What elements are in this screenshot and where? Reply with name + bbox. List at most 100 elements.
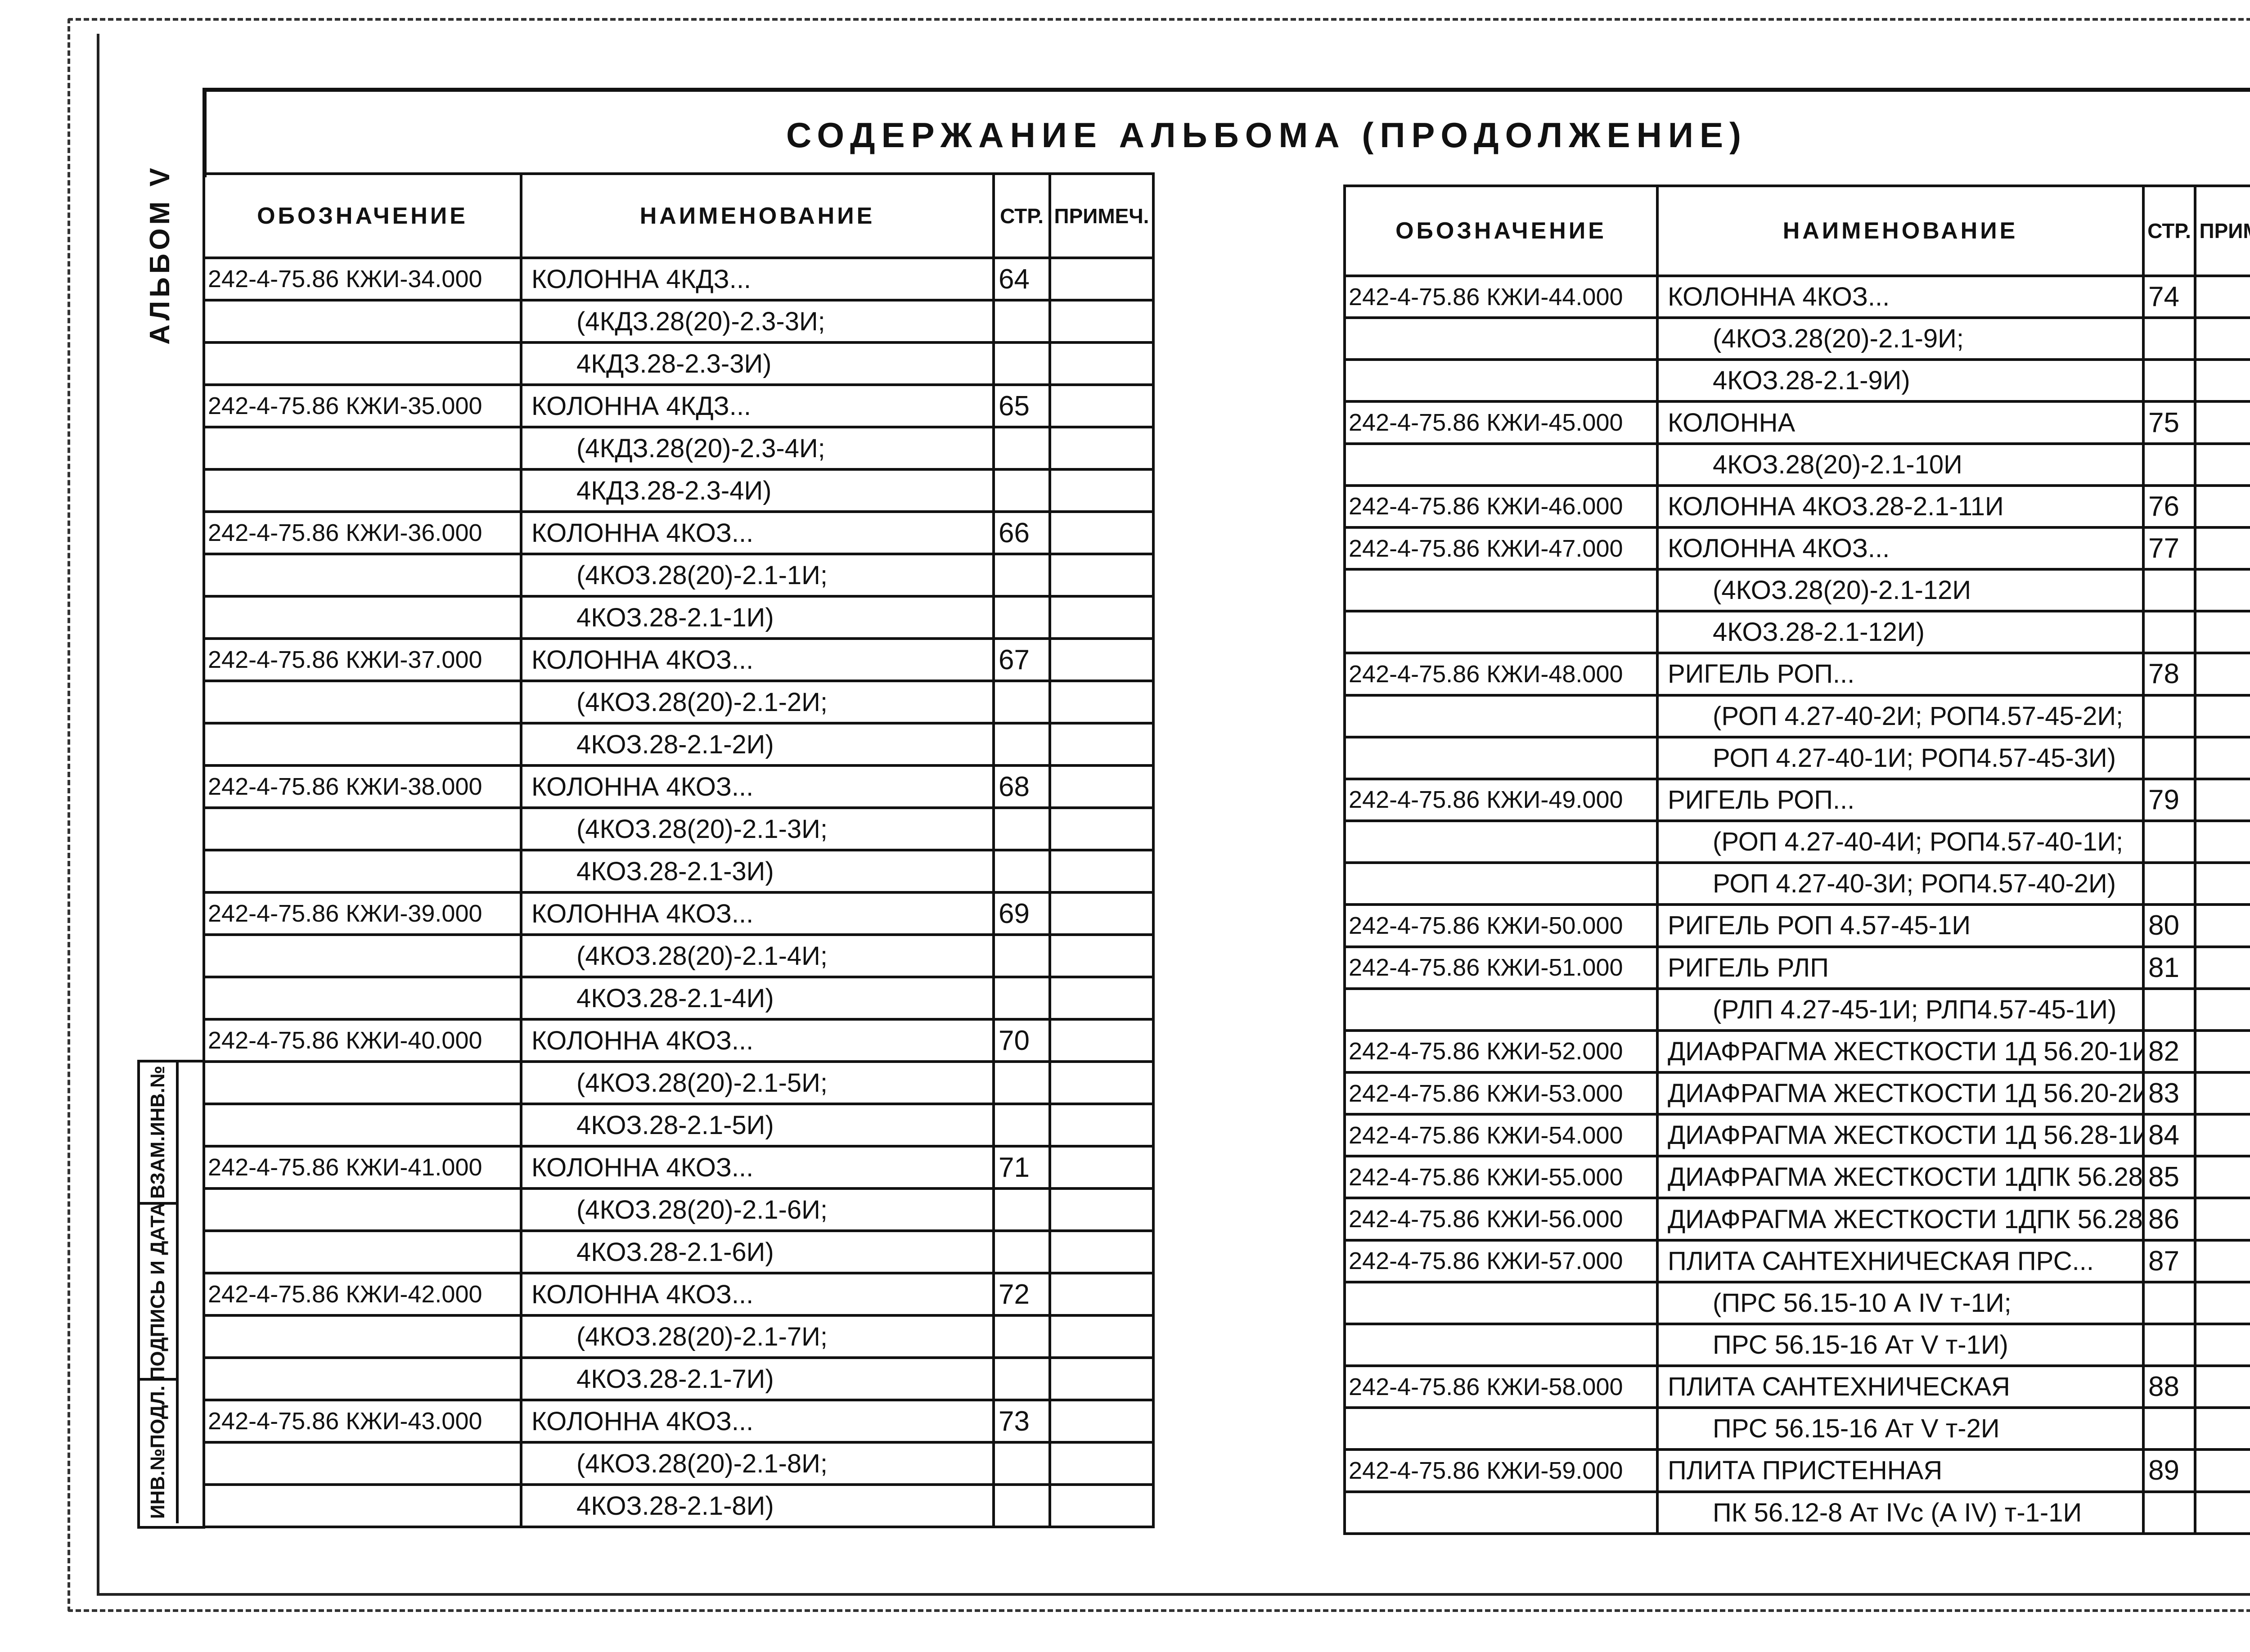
table-row: 242-4-75.86 КЖИ-42.000 КОЛОННА 4КОЗ... 72	[202, 1272, 1155, 1317]
entry-code: 242-4-75.86 КЖИ-45.000	[1343, 400, 1659, 445]
entry-name: 4КОЗ.28-2.1-6И)	[520, 1229, 995, 1274]
entry-code	[1343, 316, 1659, 361]
stamp-inv-original: ИНВ.№ПОДЛ.	[140, 1381, 179, 1523]
entry-note	[1048, 1483, 1155, 1528]
entry-name: 4КОЗ.28-2.1-7И)	[520, 1356, 995, 1401]
entry-page: 67	[992, 637, 1051, 682]
entry-name: 4КДЗ.28-2.3-4И)	[520, 468, 995, 513]
entry-note	[1048, 1356, 1155, 1401]
entry-page	[992, 299, 1051, 344]
entry-note	[1048, 1314, 1155, 1359]
table-row: 242-4-75.86 КЖИ-49.000 РИГЕЛЬ РОП... 79	[1343, 777, 2250, 823]
entry-page: 88	[2142, 1364, 2196, 1409]
entry-page: 76	[2142, 484, 2196, 529]
table-row: 4КОЗ.28-2.1-5И)	[202, 1103, 1155, 1148]
entry-code	[202, 595, 522, 640]
table-row: 242-4-75.86 КЖИ-52.000 ДИАФРАГМА ЖЕСТКОСТ…	[1343, 1029, 2250, 1074]
entry-page	[992, 1314, 1051, 1359]
table-row: 4КДЗ.28-2.3-3И)	[202, 341, 1155, 386]
header-code: ОБОЗНАЧЕНИЕ	[1343, 185, 1659, 277]
entry-name: (4КОЗ.28(20)-2.1-12И	[1656, 568, 2145, 613]
entry-note	[1048, 1145, 1155, 1190]
table-row: 4КОЗ.28-2.1-1И)	[202, 595, 1155, 640]
entry-name: (4КОЗ.28(20)-2.1-3И;	[520, 806, 995, 851]
entry-page	[2142, 1322, 2196, 1368]
main-frame	[202, 88, 2250, 177]
entry-name: ПРС 56.15-16 Ат V т-2И	[1656, 1406, 2145, 1451]
table-row: 242-4-75.86 КЖИ-41.000 КОЛОННА 4КОЗ... 71	[202, 1145, 1155, 1190]
entry-note	[2194, 400, 2250, 445]
entry-code: 242-4-75.86 КЖИ-55.000	[1343, 1155, 1659, 1200]
entry-name: (4КОЗ.28(20)-2.1-1И;	[520, 553, 995, 598]
entry-code	[202, 1314, 522, 1359]
entry-note	[2194, 1490, 2250, 1535]
entry-name: 4КОЗ.28-2.1-9И)	[1656, 358, 2145, 403]
entry-code	[1343, 1490, 1659, 1535]
entry-name: (4КДЗ.28(20)-2.3-4И;	[520, 426, 995, 471]
entry-name: (РЛП 4.27-45-1И; РЛП4.57-45-1И)	[1656, 987, 2145, 1032]
entry-name: (4КОЗ.28(20)-2.1-2И;	[520, 680, 995, 725]
entry-page: 73	[992, 1399, 1051, 1444]
table-row: (РОП 4.27-40-4И; РОП4.57-40-1И;	[1343, 819, 2250, 864]
entry-page: 89	[2142, 1448, 2196, 1493]
entry-code	[202, 976, 522, 1021]
table-row: (4КОЗ.28(20)-2.1-7И;	[202, 1314, 1155, 1359]
entry-name: 4КОЗ.28-2.1-8И)	[520, 1483, 995, 1528]
table-row: 242-4-75.86 КЖИ-36.000 КОЛОННА 4КОЗ... 66	[202, 510, 1155, 555]
entry-name: КОЛОННА 4КОЗ...	[520, 891, 995, 936]
entry-code: 242-4-75.86 КЖИ-58.000	[1343, 1364, 1659, 1409]
stamp-label: ПОДПИСЬ И ДАТА	[147, 1202, 169, 1381]
entry-code	[1343, 568, 1659, 613]
entry-code: 242-4-75.86 КЖИ-52.000	[1343, 1029, 1659, 1074]
entry-code	[1343, 1280, 1659, 1325]
entry-page	[2142, 316, 2196, 361]
entry-note	[2194, 274, 2250, 320]
table-row: 242-4-75.86 КЖИ-44.000 КОЛОННА 4КОЗ... 74	[1343, 274, 2250, 320]
table-row: 242-4-75.86 КЖИ-56.000 ДИАФРАГМА ЖЕСТКОСТ…	[1343, 1197, 2250, 1242]
entry-note	[2194, 1406, 2250, 1451]
entry-code: 242-4-75.86 КЖИ-48.000	[1343, 652, 1659, 697]
entry-note	[2194, 442, 2250, 487]
header-note: ПРИМЕЧ.	[1048, 172, 1155, 259]
entry-page: 82	[2142, 1029, 2196, 1074]
table-row: 242-4-75.86 КЖИ-38.000 КОЛОННА 4КОЗ... 68	[202, 764, 1155, 809]
header-name: НАИМЕНОВАНИЕ	[520, 172, 995, 259]
table-row: (4КОЗ.28(20)-2.1-12И	[1343, 568, 2250, 613]
entry-name: РИГЕЛЬ РОП 4.57-45-1И	[1656, 903, 2145, 948]
entry-page: 77	[2142, 526, 2196, 571]
table-row: ПК 56.12-8 Ат IVс (А IV) т-1-1И	[1343, 1490, 2250, 1535]
entry-code: 242-4-75.86 КЖИ-57.000	[1343, 1238, 1659, 1283]
entry-note	[2194, 987, 2250, 1032]
entry-page	[2142, 442, 2196, 487]
entry-name: РОП 4.27-40-1И; РОП4.57-45-3И)	[1656, 735, 2145, 780]
entry-name: 4КОЗ.28-2.1-2И)	[520, 722, 995, 767]
entry-note	[1048, 257, 1155, 302]
entry-name: ДИАФРАГМА ЖЕСТКОСТИ 1Д 56.28-1И	[1656, 1113, 2145, 1158]
table-row: 4КОЗ.28-2.1-6И)	[202, 1229, 1155, 1274]
entry-page: 64	[992, 257, 1051, 302]
entry-note	[1048, 764, 1155, 809]
entry-page: 80	[2142, 903, 2196, 948]
entry-note	[2194, 1280, 2250, 1325]
stamp-label: ВЗАМ.ИНВ.№	[147, 1066, 169, 1199]
entry-note	[2194, 1322, 2250, 1368]
entry-page	[2142, 358, 2196, 403]
entry-note	[2194, 1238, 2250, 1283]
entry-note	[1048, 1018, 1155, 1063]
entry-page	[992, 976, 1051, 1021]
entry-name: КОЛОННА 4КОЗ...	[520, 1399, 995, 1444]
entry-code	[1343, 1322, 1659, 1368]
table-row: 4КОЗ.28-2.1-4И)	[202, 976, 1155, 1021]
entry-page	[2142, 693, 2196, 738]
table-row: (4КОЗ.28(20)-2.1-1И;	[202, 553, 1155, 598]
table-row: (4КОЗ.28(20)-2.1-4И;	[202, 933, 1155, 978]
entry-code: 242-4-75.86 КЖИ-51.000	[1343, 945, 1659, 990]
entry-code: 242-4-75.86 КЖИ-50.000	[1343, 903, 1659, 948]
contents-table-right: ОБОЗНАЧЕНИЕ НАИМЕНОВАНИЕ СТР. ПРИМЕЧ. 24…	[1343, 185, 2250, 1535]
entry-page	[2142, 1280, 2196, 1325]
outer-dashed-border	[68, 18, 2250, 1612]
entry-page: 70	[992, 1018, 1051, 1063]
entry-name: (4КОЗ.28(20)-2.1-7И;	[520, 1314, 995, 1359]
entry-name: 4КОЗ.28(20)-2.1-10И	[1656, 442, 2145, 487]
entry-note	[1048, 553, 1155, 598]
